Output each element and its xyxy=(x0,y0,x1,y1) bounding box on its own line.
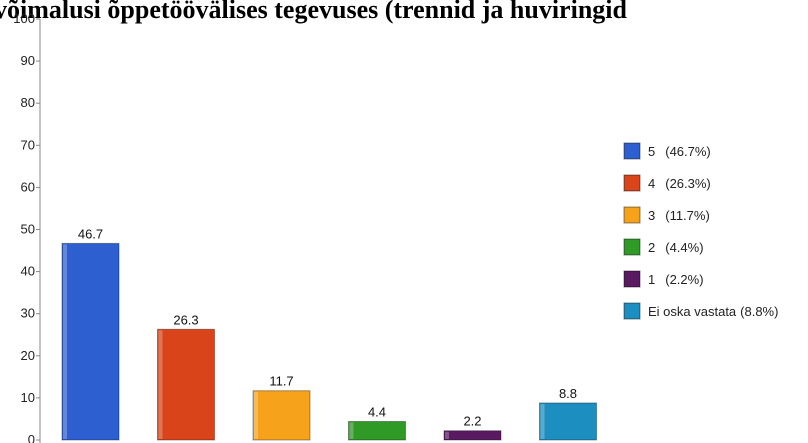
legend-swatch xyxy=(623,302,641,320)
y-tick-label: 80 xyxy=(21,95,35,110)
bar-value-label: 8.8 xyxy=(559,386,577,401)
bar-highlight xyxy=(63,244,67,439)
legend-swatch xyxy=(623,174,641,192)
bar-value-label: 26.3 xyxy=(173,312,198,327)
y-tick-label: 30 xyxy=(21,306,35,321)
legend-label: 3 xyxy=(648,208,655,223)
bar-2 xyxy=(348,420,406,441)
y-tick-label: 90 xyxy=(21,53,35,68)
y-tick-label: 0 xyxy=(28,432,35,443)
legend-label: Ei oska vastata xyxy=(648,304,737,319)
bars: 46.7 26.3 11.7 4.4 2.2 8.8 xyxy=(61,226,597,441)
bar-5 xyxy=(61,242,120,441)
legend-label: 2 xyxy=(648,240,655,255)
bar-highlight xyxy=(158,330,163,439)
bar-1 xyxy=(443,430,502,441)
legend-entry: Ei oska vastata (8.8%) xyxy=(648,304,778,319)
y-tick-label: 60 xyxy=(21,179,35,194)
legend-swatch xyxy=(623,238,641,256)
y-tick-label: 100 xyxy=(13,11,35,26)
legend-percent: (26.3%) xyxy=(665,176,711,191)
legend: 5 (46.7%) 4 (26.3%) 3 (11.7%) 2 (4.4%) 1 (2.2%) Ei… xyxy=(623,142,778,320)
bar-highlight xyxy=(349,422,354,439)
legend-swatch xyxy=(623,142,641,160)
legend-swatch xyxy=(623,206,641,224)
legend-entry: 5 (46.7%) xyxy=(648,144,711,159)
legend-percent: (11.7%) xyxy=(665,208,710,223)
legend-entry: 4 (26.3%) xyxy=(648,176,711,191)
legend-label: 4 xyxy=(648,176,655,191)
bar-ei-oska-vastata xyxy=(539,402,597,441)
legend-entry: 2 (4.4%) xyxy=(648,240,704,255)
y-axis: 0 10 20 30 40 50 60 70 80 90 100 xyxy=(13,11,41,443)
y-tick-label: 50 xyxy=(21,222,35,237)
bar-highlight xyxy=(254,391,258,439)
y-tick-label: 20 xyxy=(21,348,35,363)
y-tick-label: 70 xyxy=(21,137,35,152)
legend-entry: 3 (11.7%) xyxy=(648,208,710,223)
bar-4 xyxy=(157,328,215,441)
bar-3 xyxy=(252,390,311,441)
legend-percent: (2.2%) xyxy=(665,272,703,287)
legend-label: 5 xyxy=(648,144,655,159)
y-tick-label: 10 xyxy=(21,390,35,405)
bar-value-label: 2.2 xyxy=(463,414,481,429)
legend-entry: 1 (2.2%) xyxy=(648,272,704,287)
legend-percent: (8.8%) xyxy=(740,304,778,319)
chart-title: võimalusi õppetöövälises tegevuses (tren… xyxy=(0,0,628,24)
legend-percent: (46.7%) xyxy=(665,144,711,159)
y-tick-label: 40 xyxy=(21,264,35,279)
legend-label: 1 xyxy=(648,272,655,287)
bar-value-label: 4.4 xyxy=(368,404,386,419)
bar-highlight xyxy=(445,431,449,439)
bar-value-label: 11.7 xyxy=(269,374,293,389)
bar-highlight xyxy=(540,403,545,439)
legend-percent: (4.4%) xyxy=(665,240,703,255)
legend-swatch xyxy=(623,270,641,288)
bar-value-label: 46.7 xyxy=(78,226,103,241)
